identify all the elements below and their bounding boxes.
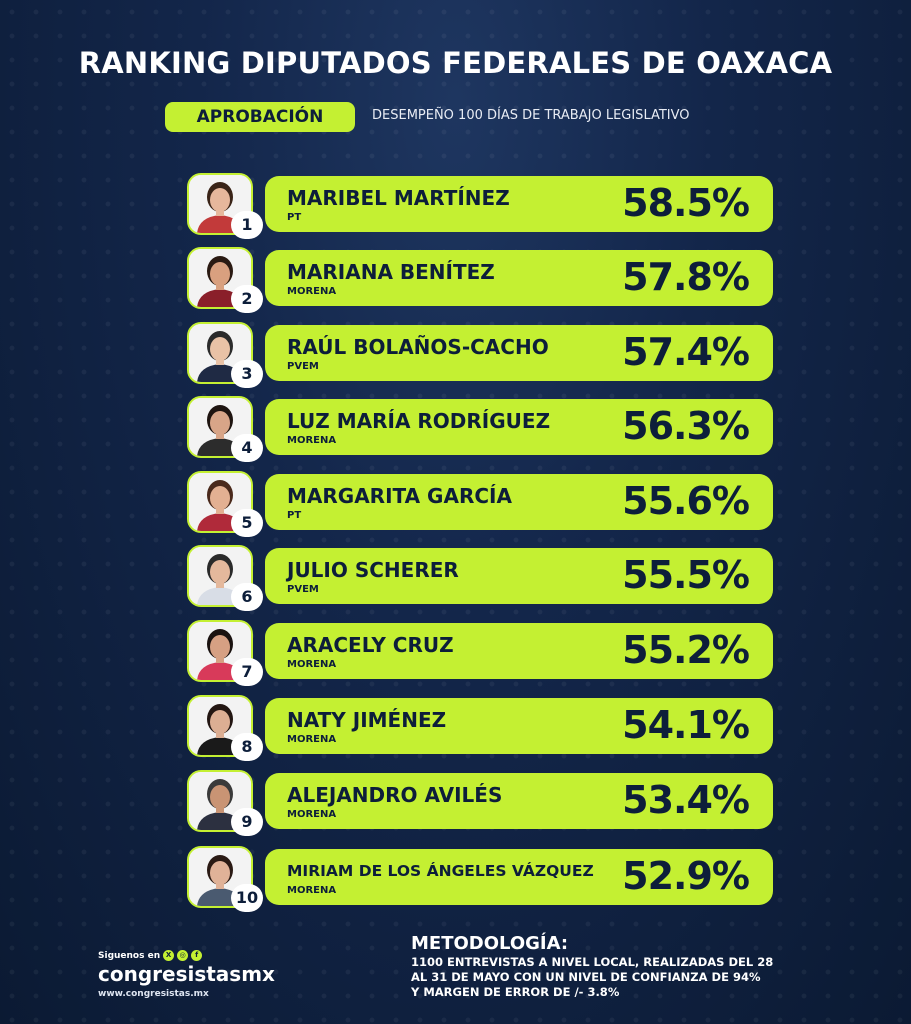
party-label: MORENA bbox=[287, 885, 337, 896]
methodology-block: METODOLOGÍA: 1100 ENTREVISTAS A NIVEL LO… bbox=[411, 933, 811, 1000]
candidate-photo bbox=[187, 173, 253, 235]
follow-line: Siguenos en X ◎ f bbox=[98, 950, 275, 961]
ranking-bar: MIRIAM DE LOS ÁNGELES VÁZQUEZ MORENA 52.9% bbox=[265, 849, 773, 905]
methodology-text: 1100 ENTREVISTAS A NIVEL LOCAL, REALIZAD… bbox=[411, 955, 811, 1000]
facebook-icon[interactable]: f bbox=[191, 950, 203, 961]
rank-number: 1 bbox=[231, 211, 263, 239]
rank-number: 7 bbox=[231, 658, 263, 686]
candidate-photo bbox=[187, 620, 253, 682]
brand-handle: congresistasmx bbox=[98, 962, 275, 986]
approval-percent: 55.2% bbox=[622, 628, 750, 672]
candidate-name: MARGARITA GARCÍA bbox=[287, 484, 512, 508]
candidate-name: JULIO SCHERER bbox=[287, 558, 459, 582]
candidate-name: NATY JIMÉNEZ bbox=[287, 708, 447, 732]
approval-percent: 53.4% bbox=[622, 778, 750, 822]
ranking-bar: MARIANA BENÍTEZ MORENA 57.8% bbox=[265, 250, 773, 306]
page-title: RANKING DIPUTADOS FEDERALES DE OAXACA bbox=[78, 46, 833, 80]
rank-number: 3 bbox=[231, 360, 263, 388]
candidate-name: RAÚL BOLAÑOS-CACHO bbox=[287, 335, 549, 359]
ranking-bar: MARIBEL MARTÍNEZ PT 58.5% bbox=[265, 176, 773, 232]
methodology-line: Y MARGEN DE ERROR DE /- 3.8% bbox=[411, 985, 620, 999]
rank-number: 9 bbox=[231, 808, 263, 836]
rank-number: 6 bbox=[231, 583, 263, 611]
rank-number: 5 bbox=[231, 509, 263, 537]
ranking-bar: ARACELY CRUZ MORENA 55.2% bbox=[265, 623, 773, 679]
rank-number: 10 bbox=[231, 884, 263, 912]
ranking-bar: ALEJANDRO AVILÉS MORENA 53.4% bbox=[265, 773, 773, 829]
rank-number: 8 bbox=[231, 733, 263, 761]
follow-label: Siguenos en bbox=[98, 950, 161, 961]
methodology-line: 1100 ENTREVISTAS A NIVEL LOCAL, REALIZAD… bbox=[411, 955, 774, 969]
party-label: MORENA bbox=[287, 659, 337, 670]
approval-percent: 52.9% bbox=[622, 854, 750, 898]
approval-percent: 55.6% bbox=[622, 479, 750, 523]
party-label: MORENA bbox=[287, 809, 337, 820]
methodology-title: METODOLOGÍA: bbox=[411, 933, 569, 954]
approval-percent: 57.4% bbox=[622, 330, 750, 374]
ranking-row: MARIBEL MARTÍNEZ PT 58.5% 1 bbox=[187, 173, 773, 239]
party-label: MORENA bbox=[287, 286, 337, 297]
approval-tag: APROBACIÓN bbox=[165, 102, 355, 132]
candidate-name: LUZ MARÍA RODRÍGUEZ bbox=[287, 409, 551, 433]
ranking-bar: LUZ MARÍA RODRÍGUEZ MORENA 56.3% bbox=[265, 399, 773, 455]
ranking-row: MARGARITA GARCÍA PT 55.6% 5 bbox=[187, 471, 773, 537]
party-label: PT bbox=[287, 212, 302, 223]
ranking-row: ARACELY CRUZ MORENA 55.2% 7 bbox=[187, 620, 773, 686]
ranking-bar: RAÚL BOLAÑOS-CACHO PVEM 57.4% bbox=[265, 325, 773, 381]
candidate-name: MARIBEL MARTÍNEZ bbox=[287, 186, 510, 210]
party-label: MORENA bbox=[287, 435, 337, 446]
candidate-name: ARACELY CRUZ bbox=[287, 633, 454, 657]
candidate-name: MARIANA BENÍTEZ bbox=[287, 260, 495, 284]
instagram-icon[interactable]: ◎ bbox=[177, 950, 189, 961]
approval-percent: 57.8% bbox=[622, 255, 750, 299]
subtitle: DESEMPEÑO 100 DÍAS DE TRABAJO LEGISLATIV… bbox=[372, 108, 690, 123]
brand-block: Siguenos en X ◎ f congresistasmx www.con… bbox=[98, 950, 275, 999]
x-icon[interactable]: X bbox=[163, 950, 175, 961]
approval-percent: 56.3% bbox=[622, 404, 750, 448]
ranking-row: JULIO SCHERER PVEM 55.5% 6 bbox=[187, 545, 773, 611]
rank-number: 2 bbox=[231, 285, 263, 313]
ranking-row: MARIANA BENÍTEZ MORENA 57.8% 2 bbox=[187, 247, 773, 313]
rank-number: 4 bbox=[231, 434, 263, 462]
ranking-bar: MARGARITA GARCÍA PT 55.6% bbox=[265, 474, 773, 530]
ranking-row: MIRIAM DE LOS ÁNGELES VÁZQUEZ MORENA 52.9%… bbox=[187, 846, 773, 912]
ranking-row: NATY JIMÉNEZ MORENA 54.1% 8 bbox=[187, 695, 773, 761]
party-label: PVEM bbox=[287, 361, 319, 372]
ranking-row: RAÚL BOLAÑOS-CACHO PVEM 57.4% 3 bbox=[187, 322, 773, 388]
approval-percent: 55.5% bbox=[622, 553, 750, 597]
candidate-name: MIRIAM DE LOS ÁNGELES VÁZQUEZ bbox=[287, 862, 594, 880]
ranking-bar: NATY JIMÉNEZ MORENA 54.1% bbox=[265, 698, 773, 754]
brand-url[interactable]: www.congresistas.mx bbox=[98, 989, 209, 999]
candidate-name: ALEJANDRO AVILÉS bbox=[287, 783, 503, 807]
party-label: PVEM bbox=[287, 584, 319, 595]
approval-percent: 58.5% bbox=[622, 181, 750, 225]
approval-percent: 54.1% bbox=[622, 703, 750, 747]
ranking-row: ALEJANDRO AVILÉS MORENA 53.4% 9 bbox=[187, 770, 773, 836]
ranking-row: LUZ MARÍA RODRÍGUEZ MORENA 56.3% 4 bbox=[187, 396, 773, 462]
methodology-line: AL 31 DE MAYO CON UN NIVEL DE CONFIANZA … bbox=[411, 970, 761, 984]
party-label: MORENA bbox=[287, 734, 337, 745]
ranking-bar: JULIO SCHERER PVEM 55.5% bbox=[265, 548, 773, 604]
party-label: PT bbox=[287, 510, 302, 521]
